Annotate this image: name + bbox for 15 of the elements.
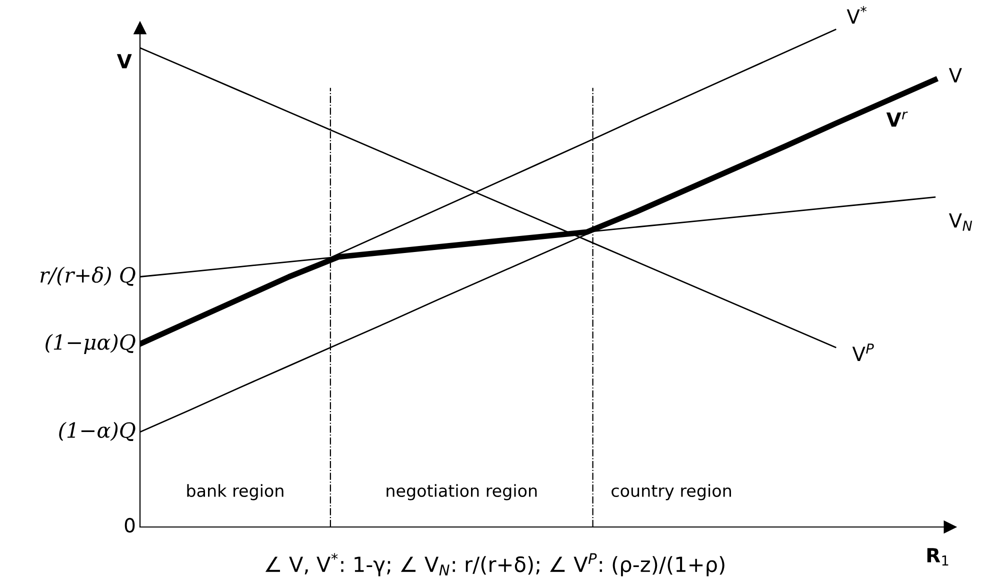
text: 0 bbox=[124, 518, 135, 533]
series-label: V$^{*}$ bbox=[846, 6, 867, 24]
text: r/(r+δ) Q bbox=[40, 266, 136, 286]
series-label: V$^{r}$ bbox=[886, 112, 908, 127]
series-label: V$^{P}$ bbox=[852, 344, 874, 361]
y-axis-title: V bbox=[116, 54, 132, 68]
text: (1−α)Q bbox=[59, 422, 136, 442]
text: (1−μα)Q bbox=[46, 334, 136, 354]
text: ∠ V, V$^{*}$: 1-γ; ∠ V$_{N}$: r/(r+δ); ∠ V$^{P}$: (ρ-z)/(1+ρ) bbox=[265, 553, 724, 576]
annotation: country region bbox=[612, 484, 731, 500]
x-axis-title: R$_{1}$ bbox=[927, 548, 948, 566]
annotation: negotiation region bbox=[386, 484, 537, 500]
series-label: V bbox=[948, 68, 962, 82]
annotation: bank region bbox=[187, 484, 284, 500]
series-label: V$_{N}$ bbox=[948, 213, 972, 231]
